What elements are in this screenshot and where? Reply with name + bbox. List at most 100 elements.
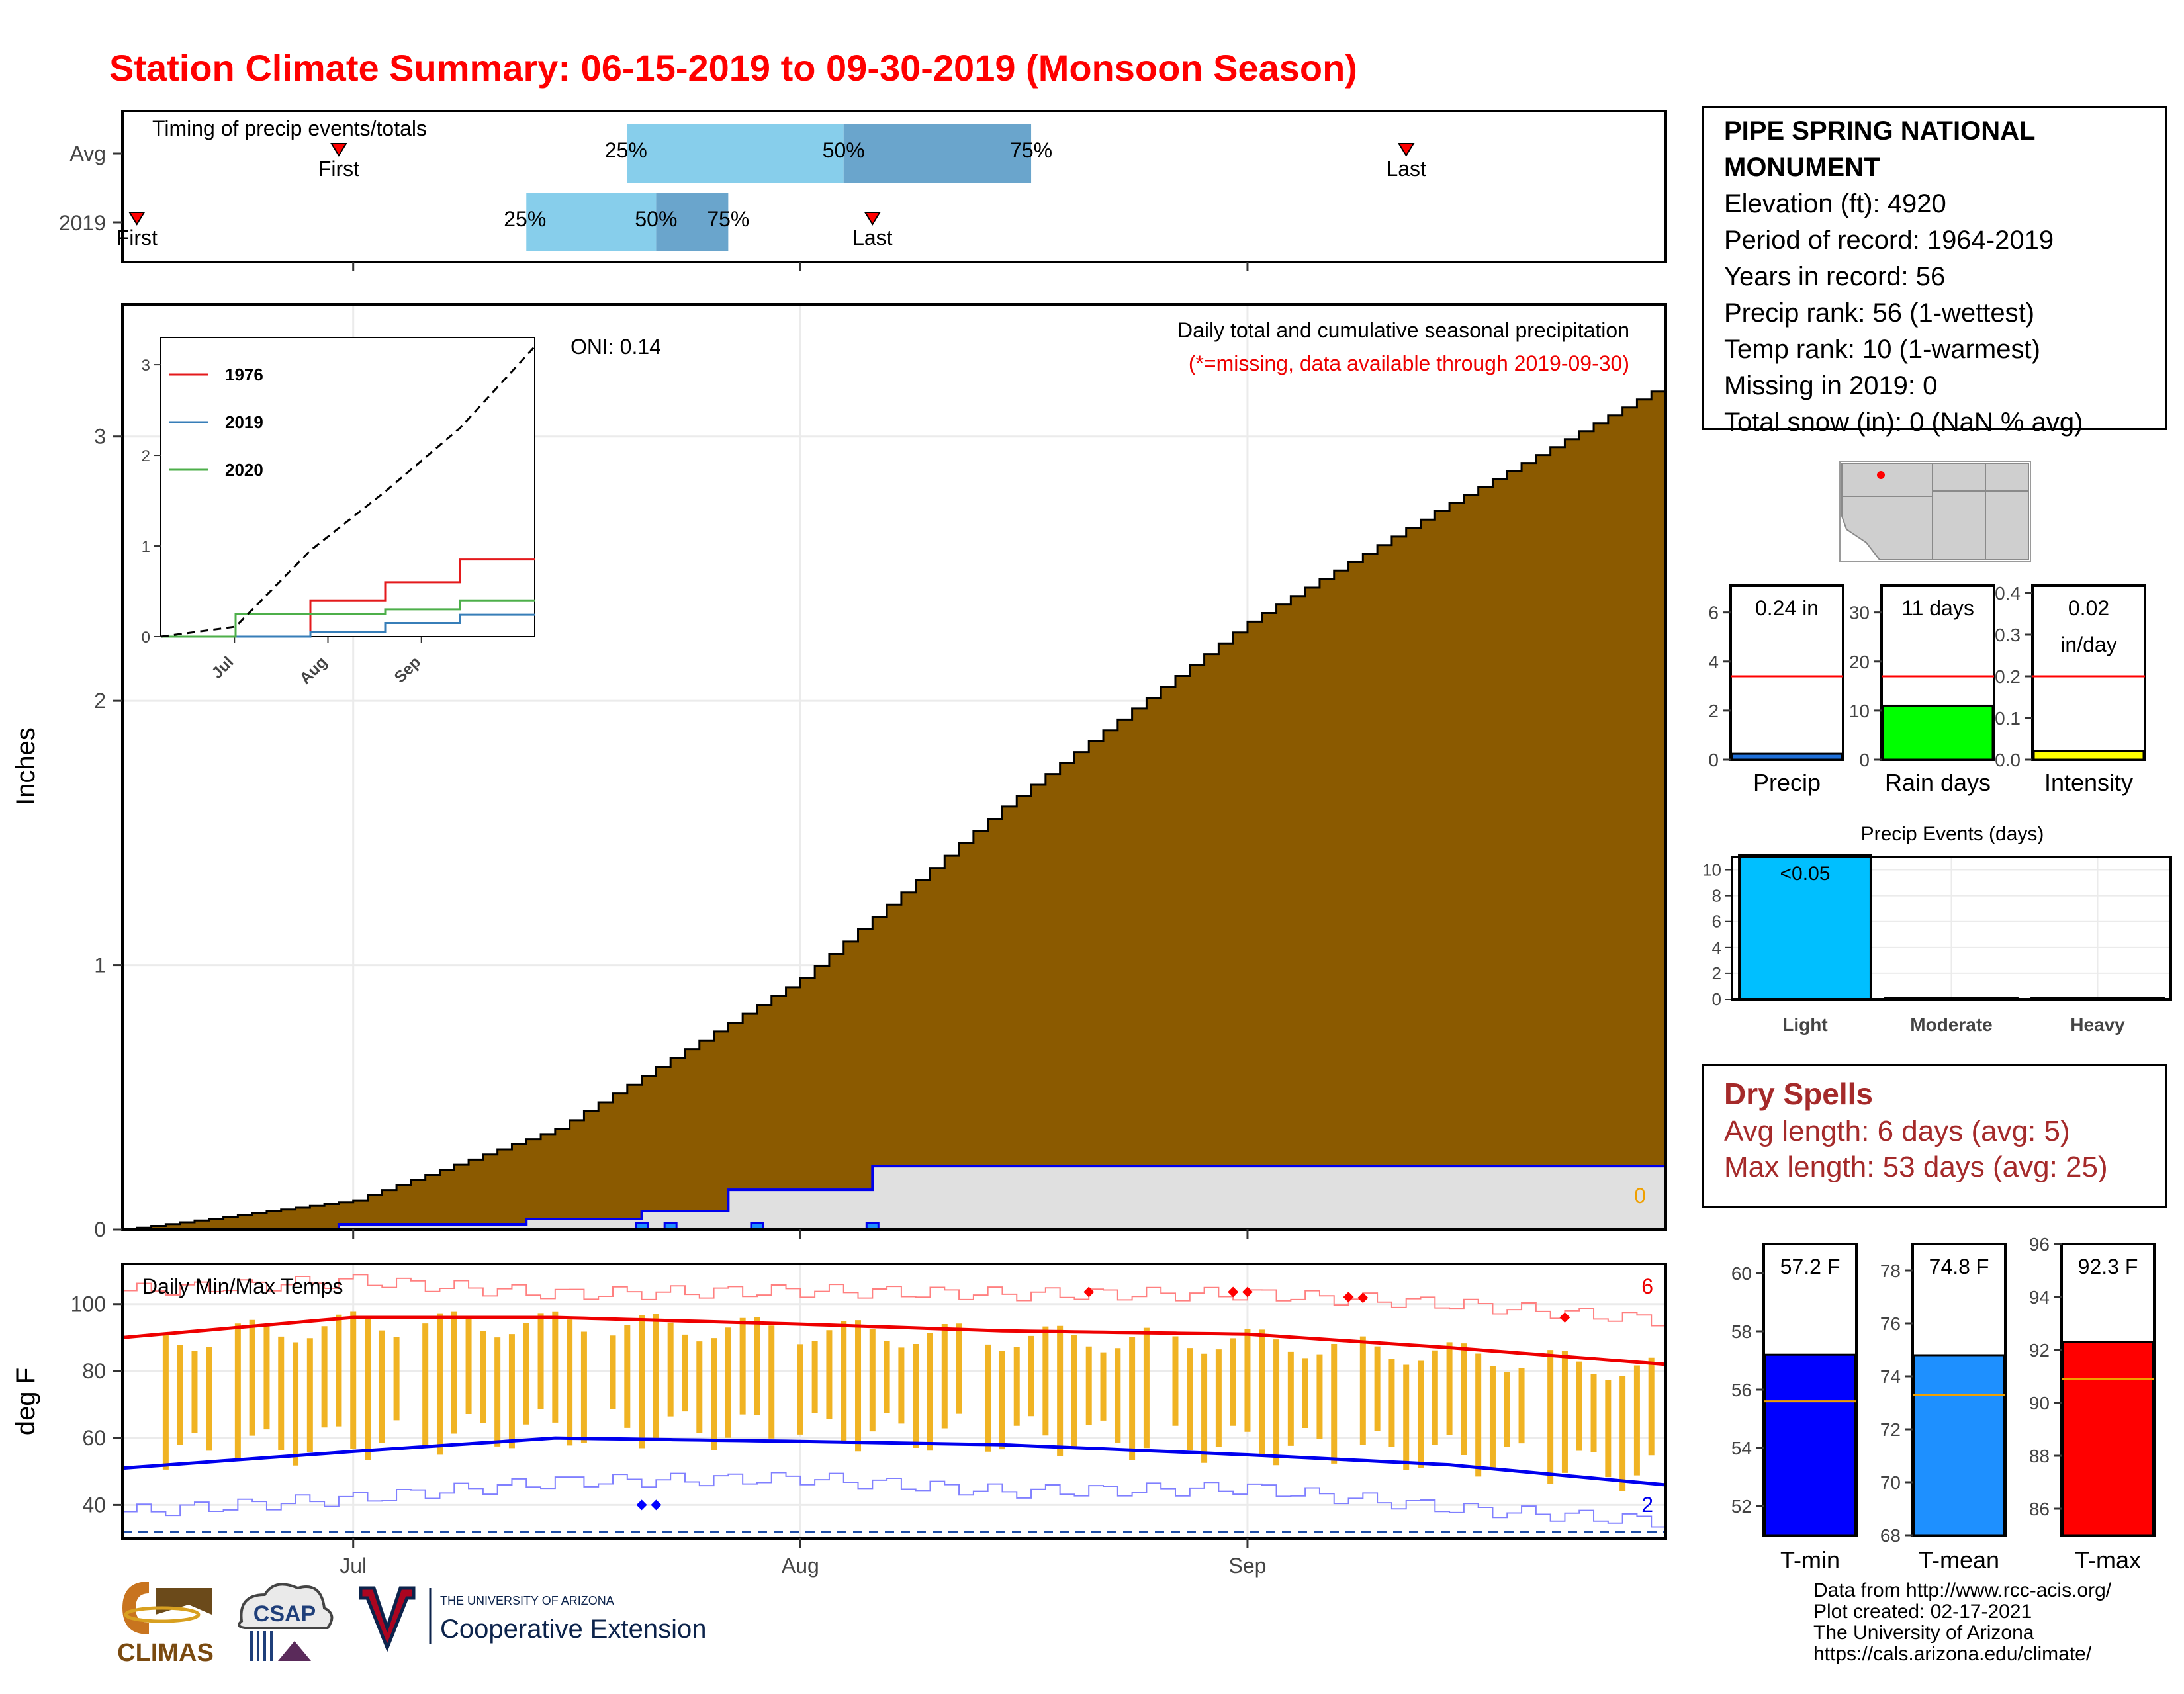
station-precip-rank: Precip rank: 56 (1-wettest) (1724, 298, 2035, 328)
record-high-marker (1559, 1312, 1570, 1323)
timing-marker-last (864, 212, 882, 226)
record-high-marker (1083, 1286, 1095, 1298)
mini-stat-ytick-label: 10 (1849, 701, 1870, 721)
precip-ytick-label: 2 (94, 689, 106, 713)
temp-stat-ytick-label: 74 (1880, 1366, 1901, 1387)
record-high-marker (1357, 1292, 1369, 1304)
station-info-box: PIPE SPRING NATIONAL MONUMENT Elevation … (1702, 106, 2167, 437)
temp-xticks: Jul Aug Sep (340, 1538, 1266, 1578)
station-period: Period of record: 1964-2019 (1724, 226, 2054, 255)
temp-title: Daily Min/Max Temps (142, 1274, 343, 1298)
precip-ylabel: Inches (11, 727, 40, 805)
temp-stat-ytick-label: 90 (2029, 1393, 2050, 1413)
temp-stat-ytick-label: 94 (2029, 1287, 2050, 1308)
mini-stat-label-1: Rain days (1885, 769, 1991, 796)
inset-legend-label: 2019 (225, 412, 263, 432)
temp-marks (122, 1274, 1666, 1533)
inset-ytick-label: 1 (142, 538, 150, 556)
precip-yticks: 0 1 2 3 (94, 425, 1249, 1241)
normal-max-line (122, 1315, 1666, 1366)
timing-bar-50-75 (843, 124, 1032, 183)
inset-ytick-label: 0 (142, 629, 150, 646)
inset-frame (160, 337, 535, 637)
page-title: Station Climate Summary: 06-15-2019 to 0… (109, 47, 1357, 89)
mini-stat-ytick-label: 0.3 (1995, 625, 2021, 645)
timing-bar-25-50 (627, 124, 844, 183)
csap-cloud (238, 1583, 334, 1629)
temp-panel: Daily Min/Max Temps 6 2 deg F 406080100 … (11, 1263, 1667, 1578)
timing-row-avg-label: Avg (69, 142, 106, 165)
temp-ytick-label: 60 (82, 1426, 106, 1450)
temp-ytick-label: 40 (82, 1493, 106, 1517)
events-title: Precip Events (days) (1861, 823, 2044, 845)
temp-stat-label-2: T-max (2075, 1546, 2141, 1574)
precip-end-label: 0 (1634, 1184, 1646, 1208)
events-frame (1731, 856, 2172, 1001)
inset-series-2020 (161, 599, 535, 638)
precip-ytick-label: 3 (94, 425, 106, 449)
credits-university: The University of Arizona (1813, 1622, 2034, 1644)
mini-stat-bar-2 (2032, 750, 2145, 761)
location-map (1839, 461, 2031, 562)
timing-marker-last (1397, 143, 1415, 157)
dry-spells-max: Max length: 53 days (avg: 25) (1724, 1151, 2108, 1183)
mini-stat-value-1: 11 days (1901, 596, 1974, 620)
temp-stat-ytick-label: 70 (1880, 1472, 1901, 1493)
observed-cumulative-area (122, 1166, 1666, 1229)
temp-stat-ytick-label: 68 (1880, 1525, 1901, 1546)
timing-row-2019-label: 2019 (59, 211, 106, 235)
logos: CLIMAS CSAP THE UNIVERSITY OF ARIZONA Co… (117, 1582, 706, 1667)
events-chart: Precip Events (days) 0 2 4 6 8 10 Light Moderat… (1702, 823, 2172, 1035)
events-xtick-label: Heavy (2070, 1014, 2125, 1035)
mini-stat-ytick-label: 0 (1708, 750, 1719, 770)
precip-subtitle: (*=missing, data available through 2019-… (1189, 351, 1629, 375)
mini-stats: 0.24 in 0 2 4 6 Precip 11 days 0 10 20 30 Rain days… (1708, 583, 2146, 796)
record-max-line (122, 1274, 1666, 1327)
mini-stat-ytick-label: 0 (1859, 750, 1870, 770)
station-missing: Missing in 2019: 0 (1724, 371, 1938, 400)
temp-stat-value-0: 57.2 F (1780, 1255, 1841, 1278)
mini-stat-ytick-label: 20 (1849, 652, 1870, 672)
inset-legend-label: 2020 (225, 460, 263, 480)
credits-data-source: Data from http://www.rcc-acis.org/ (1813, 1580, 2112, 1601)
temp-stat-ytick-label: 88 (2029, 1446, 2050, 1466)
temp-stat-ytick-label: 92 (2029, 1340, 2050, 1360)
ua-a-mark (359, 1586, 416, 1652)
temp-ytick-label: 80 (82, 1359, 106, 1383)
temp-stat-ytick-label: 52 (1731, 1496, 1752, 1517)
events-marks: 0 2 4 6 8 10 Light Moderate Heavy <0.05 (1702, 854, 2172, 1035)
events-ytick-label: 0 (1712, 989, 1721, 1009)
temp-stat-bar-1 (1913, 1354, 2005, 1537)
station-location-dot (1877, 471, 1885, 479)
precip-ytick-label: 0 (94, 1218, 106, 1241)
timing-label-last: Last (852, 226, 893, 249)
csap-rain (250, 1631, 273, 1661)
main-charts-svg: Timing of precip events/totals Avg 2019 … (11, 110, 1667, 1578)
inset-legend-label: 1976 (225, 365, 263, 384)
precip-ytick-label: 1 (94, 954, 106, 977)
timing-label-last: Last (1386, 157, 1426, 181)
inset-ytick-label: 2 (142, 447, 150, 465)
record-high-marker (1228, 1286, 1239, 1298)
dry-spells-title: Dry Spells (1724, 1077, 1873, 1111)
precip-marks (122, 383, 1667, 1231)
dry-spells-box: Dry Spells Avg length: 6 days (avg: 5) M… (1702, 1064, 2167, 1208)
events-xtick-label: Moderate (1910, 1014, 1992, 1035)
temp-stat-bar-2 (2062, 1341, 2154, 1537)
ua-big-text: Cooperative Extension (440, 1615, 706, 1644)
temp-stat-label-1: T-mean (1919, 1546, 1999, 1574)
events-xtick-label: Light (1782, 1014, 1827, 1035)
temp-stat-ytick-label: 60 (1731, 1263, 1752, 1284)
temp-stat-ytick-label: 86 (2029, 1499, 2050, 1519)
credits-plot-created: Plot created: 02-17-2021 (1813, 1601, 2032, 1623)
temp-xtick-label: Aug (782, 1554, 819, 1578)
mini-stat-bar-1 (1882, 704, 1994, 761)
inset-series-normal (160, 345, 536, 638)
mini-stat-ytick-label: 0.0 (1995, 750, 2021, 770)
timing-label-25: 25% (605, 138, 647, 162)
precip-panel: Daily total and cumulative seasonal prec… (11, 303, 1667, 1241)
ua-small-text: THE UNIVERSITY OF ARIZONA (440, 1594, 614, 1607)
